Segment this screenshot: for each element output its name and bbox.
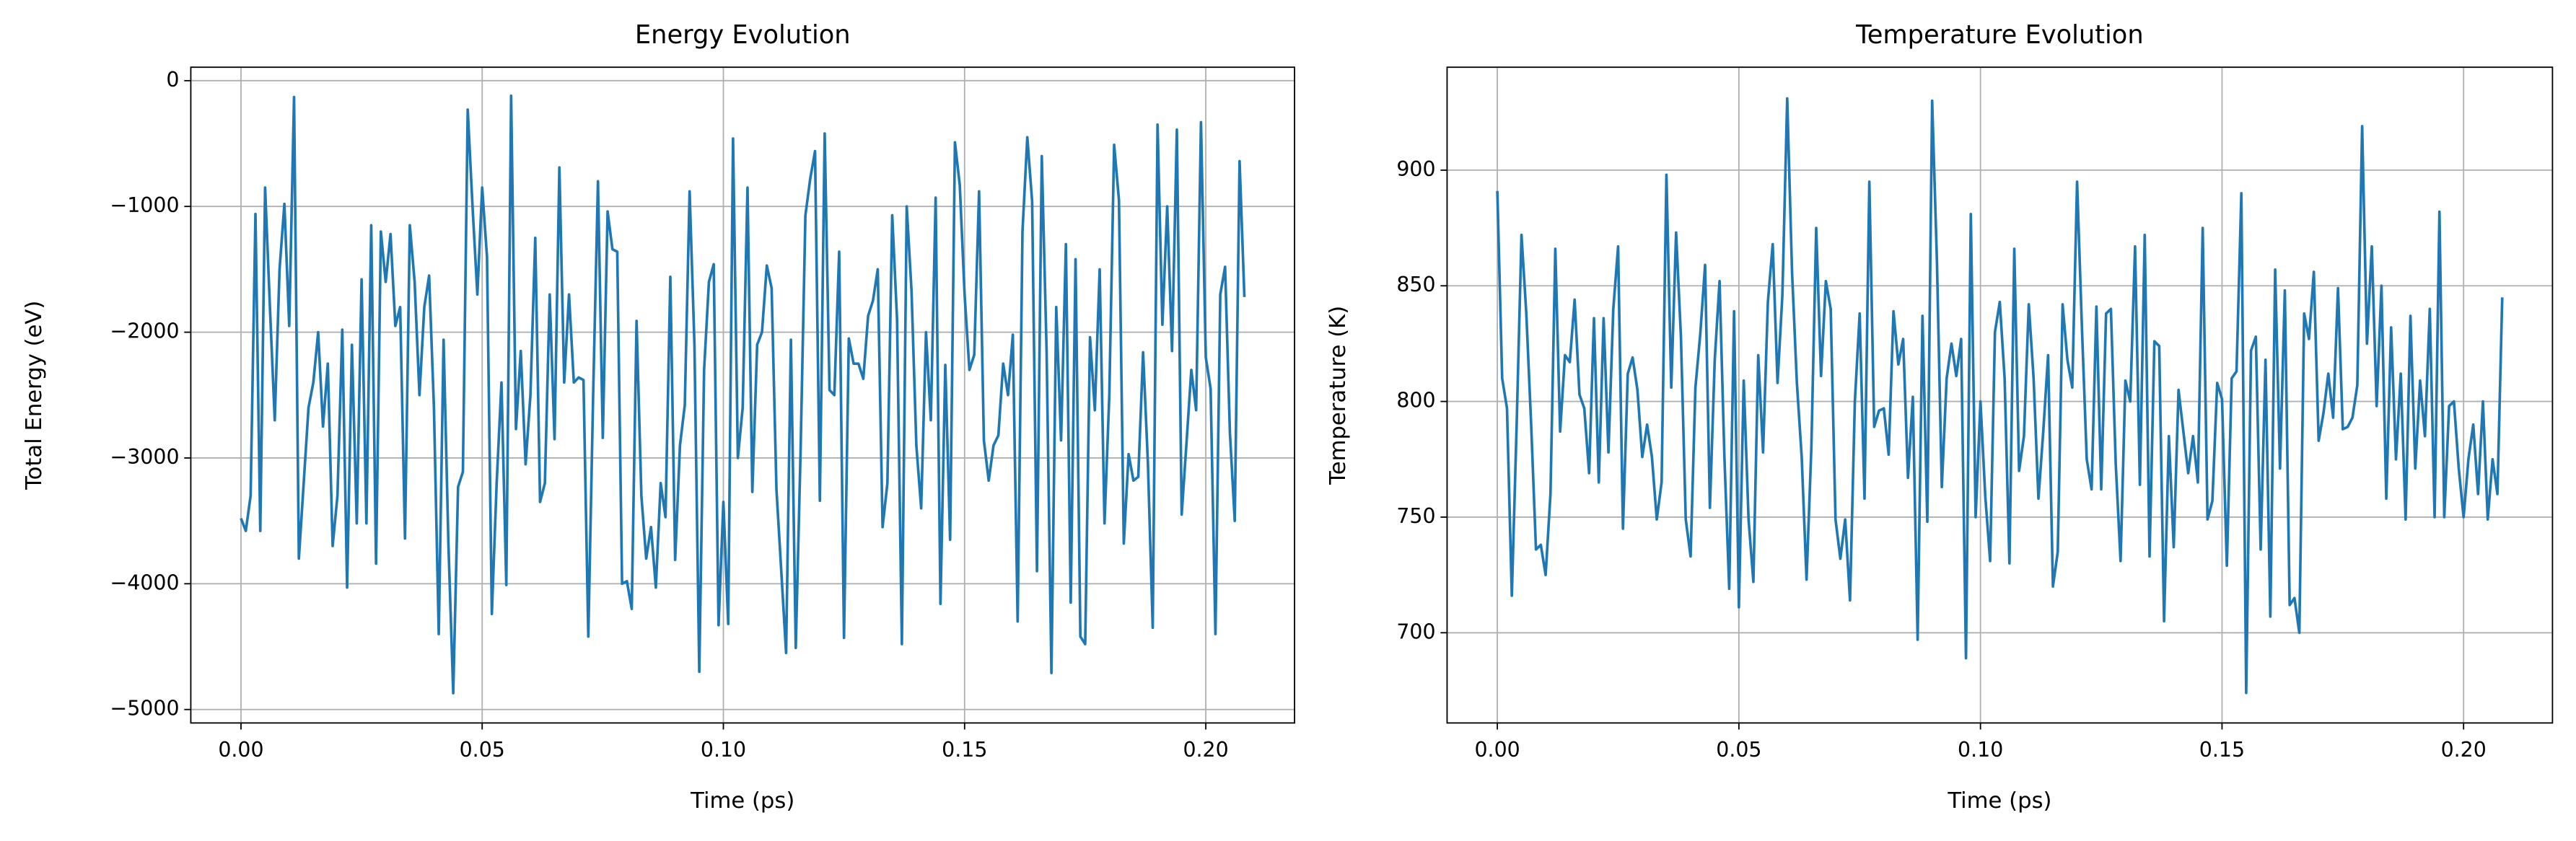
y-tick-label: −3000 [110,445,179,469]
x-axis-label: Time (ps) [690,788,794,814]
y-tick-label: −5000 [110,697,179,721]
y-tick-label: 0 [166,68,179,92]
x-tick-label: 0.10 [1958,738,2003,762]
x-tick-label: 0.20 [2441,738,2487,762]
x-tick-label: 0.05 [1716,738,1761,762]
y-tick-label: 700 [1396,620,1435,643]
y-tick-label: 900 [1396,157,1435,181]
y-axis-label: Temperature (K) [1326,306,1351,485]
y-tick-label: −2000 [110,320,179,343]
data-line [240,94,1246,695]
x-tick-label: 0.10 [701,738,746,762]
x-tick-label: 0.15 [942,738,987,762]
axes-frame [190,66,1296,724]
y-tick-label: −4000 [110,571,179,594]
y-tick-label: −1000 [110,193,179,217]
y-tick-label: 750 [1396,504,1435,528]
x-axis-label: Time (ps) [1947,788,2051,814]
x-tick-label: 0.20 [1183,738,1228,762]
x-tick-label: 0.00 [218,738,263,762]
chart-title: Energy Evolution [635,20,851,50]
y-tick-label: 850 [1396,273,1435,296]
y-tick-label: 800 [1396,389,1435,413]
x-tick-label: 0.15 [2199,738,2245,762]
axes-frame [1446,66,2554,724]
x-tick-label: 0.05 [460,738,505,762]
y-axis-label: Total Energy (eV) [22,301,47,490]
data-line [1496,97,2504,695]
chart-title: Temperature Evolution [1855,20,2144,50]
x-tick-label: 0.00 [1474,738,1520,762]
